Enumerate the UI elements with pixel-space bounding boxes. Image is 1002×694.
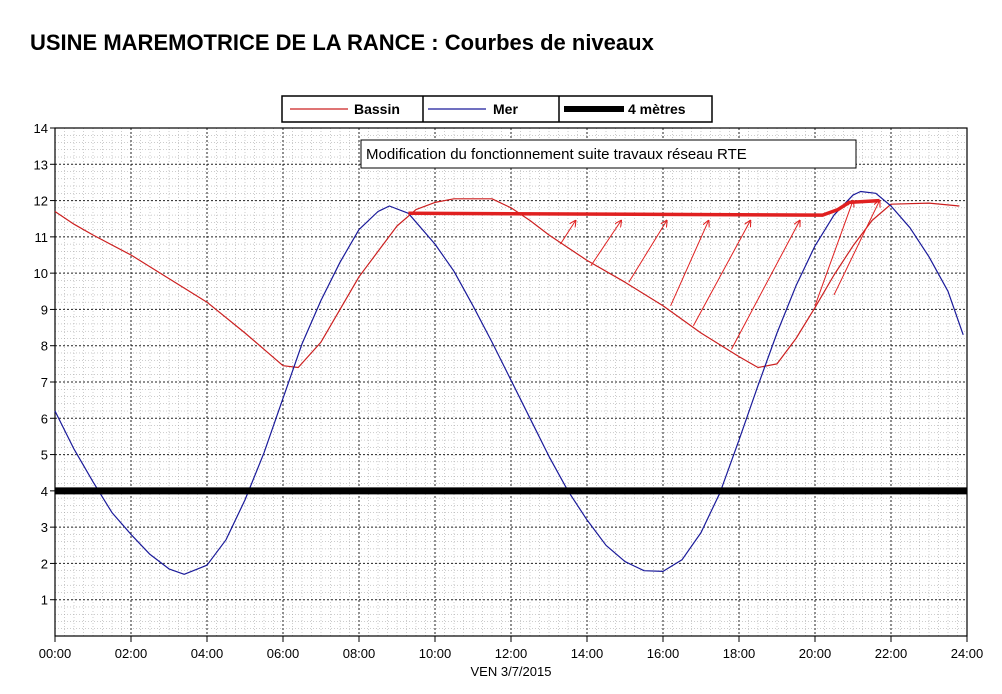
x-axis-label: VEN 3/7/2015 <box>471 664 552 679</box>
x-tick-label: 14:00 <box>571 646 604 661</box>
grid <box>54 127 968 637</box>
chart-title: USINE MAREMOTRICE DE LA RANCE : Courbes … <box>30 30 654 55</box>
hand-drawn-arrow <box>730 221 799 350</box>
legend-item-bassin: Bassin <box>290 101 400 117</box>
annotation-box: Modification du fonctionnement suite tra… <box>360 139 857 169</box>
x-tick-label: 22:00 <box>875 646 908 661</box>
series-line-mer <box>54 190 964 575</box>
hand-drawn-level-line <box>408 198 880 217</box>
y-tick-label: 7 <box>41 375 48 390</box>
x-tick-label: 02:00 <box>115 646 148 661</box>
y-tick-label: 2 <box>41 556 48 571</box>
y-tick-label: 13 <box>34 157 48 172</box>
series-line-bassin <box>54 198 960 369</box>
legend-item-mer: Mer <box>428 101 518 117</box>
legend-item-4-metres: 4 mètres <box>564 101 686 117</box>
y-tick-label: 4 <box>41 484 48 499</box>
x-tick-label: 18:00 <box>723 646 756 661</box>
hand-drawn-arrow <box>833 201 880 296</box>
y-tick-label: 3 <box>41 520 48 535</box>
series-layer <box>54 190 967 575</box>
hand-drawn-layer <box>408 201 879 350</box>
hand-drawn-arrow <box>628 221 667 283</box>
x-tick-label: 20:00 <box>799 646 832 661</box>
y-tick-label: 12 <box>34 194 48 209</box>
hand-drawn-arrow <box>670 221 709 307</box>
x-tick-label: 00:00 <box>39 646 72 661</box>
hand-drawn-arrow <box>814 201 853 306</box>
legend-label-bassin: Bassin <box>354 101 400 117</box>
hand-drawn-arrow <box>559 221 575 245</box>
y-tick-label: 1 <box>41 593 48 608</box>
x-tick-label: 12:00 <box>495 646 528 661</box>
annotation-text: Modification du fonctionnement suite tra… <box>366 146 747 163</box>
hand-drawn-arrow <box>692 221 750 326</box>
legend-label-4-metres: 4 mètres <box>628 101 686 117</box>
y-tick-label: 9 <box>41 302 48 317</box>
y-tick-label: 14 <box>34 121 48 136</box>
y-tick-label: 11 <box>35 230 49 245</box>
x-tick-label: 16:00 <box>647 646 680 661</box>
axes: 00:00 02:00 04:00 06:00 08:00 10:00 12:00 14:00… <box>34 121 984 661</box>
legend-label-mer: Mer <box>493 101 518 117</box>
y-tick-label: 8 <box>41 339 48 354</box>
legend: Bassin Mer 4 mètres <box>281 95 713 123</box>
y-tick-label: 5 <box>41 448 48 463</box>
x-tick-label: 06:00 <box>267 646 300 661</box>
hand-drawn-arrow <box>590 221 621 267</box>
x-tick-label: 08:00 <box>343 646 376 661</box>
x-tick-label: 04:00 <box>191 646 224 661</box>
y-tick-label: 6 <box>41 411 48 426</box>
x-tick-label: 24:00 <box>951 646 984 661</box>
y-tick-label: 10 <box>34 266 48 281</box>
x-tick-label: 10:00 <box>419 646 452 661</box>
